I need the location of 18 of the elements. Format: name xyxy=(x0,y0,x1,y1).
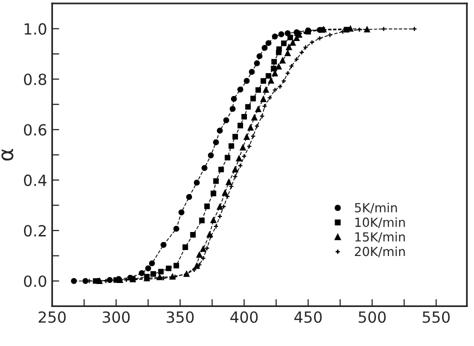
x-tick-label: 250 xyxy=(38,311,66,323)
y-axis-title: α xyxy=(1,148,14,161)
legend-label: 10K/min xyxy=(355,217,405,228)
y-tick-label: 0.8 xyxy=(24,74,46,86)
x-tick-label: 500 xyxy=(358,311,386,323)
x-tick-label: 350 xyxy=(166,311,194,323)
legend-label: 15K/min xyxy=(355,232,405,243)
x-tick-label: 300 xyxy=(102,311,130,323)
y-tick-label: 0.4 xyxy=(24,174,46,186)
y-tick-label: 0.6 xyxy=(24,124,46,136)
legend-label: 20K/min xyxy=(354,246,405,258)
legend-label: 5K/min xyxy=(354,202,397,214)
x-tick-label: 400 xyxy=(230,311,258,323)
y-tick-label: 0.0 xyxy=(24,275,46,287)
x-tick-label: 550 xyxy=(422,311,450,323)
y-tick-label: 1.0 xyxy=(24,23,46,35)
y-tick-label: 0.2 xyxy=(24,224,46,237)
x-tick-label: 450 xyxy=(294,311,322,323)
